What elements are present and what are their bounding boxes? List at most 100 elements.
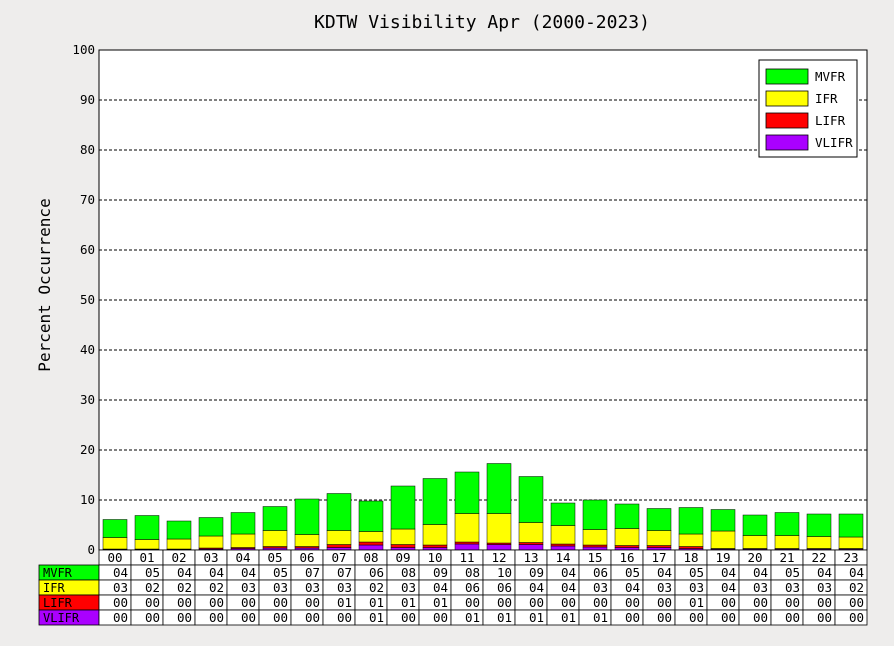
table-cell-value: 06 bbox=[497, 580, 512, 595]
x-tick-label: 01 bbox=[139, 550, 154, 565]
bar-mvfr-23 bbox=[838, 513, 864, 538]
bars bbox=[102, 463, 864, 551]
table-cell-value: 06 bbox=[465, 580, 480, 595]
bar-mvfr-21 bbox=[774, 512, 800, 536]
table-cell-value: 02 bbox=[849, 580, 864, 595]
bar-lifr-10 bbox=[422, 544, 448, 548]
legend-label-vlifr: VLIFR bbox=[815, 135, 853, 150]
legend-swatch-vlifr bbox=[765, 134, 809, 151]
x-tick-label: 21 bbox=[779, 550, 794, 565]
bar-mvfr-17 bbox=[646, 508, 672, 531]
bar-ifr-10 bbox=[422, 524, 448, 546]
table-cell-value: 05 bbox=[273, 565, 288, 580]
bar-ifr-17 bbox=[646, 530, 672, 546]
bar-mvfr-01 bbox=[134, 515, 160, 540]
bar-lifr-11 bbox=[454, 541, 480, 545]
legend-label-ifr: IFR bbox=[815, 91, 838, 106]
bar-ifr-12 bbox=[486, 513, 512, 544]
table-cell-value: 00 bbox=[785, 610, 800, 625]
table-cell-value: 04 bbox=[529, 580, 544, 595]
table-cell-value: 04 bbox=[817, 565, 832, 580]
bar-lifr-07 bbox=[326, 544, 352, 548]
table-cell-value: 01 bbox=[401, 595, 416, 610]
table-cell-value: 04 bbox=[561, 565, 576, 580]
bar-ifr-00 bbox=[102, 537, 128, 550]
x-tick-label: 15 bbox=[587, 550, 602, 565]
table-cell-value: 00 bbox=[177, 610, 192, 625]
bar-ifr-19 bbox=[710, 530, 736, 549]
table-cell-value: 01 bbox=[689, 595, 704, 610]
chart-title: KDTW Visibility Apr (2000-2023) bbox=[314, 12, 650, 33]
table-cell-value: 09 bbox=[529, 565, 544, 580]
table-cell-value: 04 bbox=[657, 565, 672, 580]
bar-ifr-18 bbox=[678, 533, 704, 547]
table-cell-value: 00 bbox=[849, 610, 864, 625]
bar-mvfr-22 bbox=[806, 513, 832, 537]
table-cell-value: 04 bbox=[561, 580, 576, 595]
bar-lifr-18 bbox=[678, 546, 704, 549]
table-cell-value: 00 bbox=[657, 595, 672, 610]
y-axis-ticks: 0 10 20 30 40 50 60 70 80 90 100 bbox=[72, 42, 95, 557]
bar-ifr-23 bbox=[838, 536, 864, 549]
table-row-label-text: MVFR bbox=[43, 566, 73, 580]
table-cell-value: 00 bbox=[433, 610, 448, 625]
table-cell-value: 00 bbox=[561, 595, 576, 610]
bar-ifr-14 bbox=[550, 525, 576, 545]
table-cell-value: 01 bbox=[593, 610, 608, 625]
x-tick-label: 22 bbox=[811, 550, 826, 565]
x-tick-label: 18 bbox=[683, 550, 698, 565]
x-tick-label: 20 bbox=[747, 550, 762, 565]
table-cell-value: 03 bbox=[305, 580, 320, 595]
table-cell-value: 04 bbox=[177, 565, 192, 580]
y-tick-label: 30 bbox=[80, 392, 95, 407]
bar-ifr-16 bbox=[614, 528, 640, 546]
table-cell-value: 03 bbox=[817, 580, 832, 595]
table-cell-value: 04 bbox=[241, 565, 256, 580]
bar-ifr-22 bbox=[806, 536, 832, 549]
x-tick-label: 10 bbox=[427, 550, 442, 565]
legend: MVFR IFR LIFR VLIFR bbox=[758, 59, 858, 158]
table-cell-value: 00 bbox=[113, 595, 128, 610]
table-cell-value: 00 bbox=[113, 610, 128, 625]
table-cell-value: 03 bbox=[241, 580, 256, 595]
bar-mvfr-08 bbox=[358, 500, 384, 532]
y-tick-label: 0 bbox=[87, 542, 95, 557]
table-cell-value: 00 bbox=[785, 595, 800, 610]
legend-label-mvfr: MVFR bbox=[815, 69, 846, 84]
table-cell-value: 00 bbox=[593, 595, 608, 610]
table-cell-value: 03 bbox=[273, 580, 288, 595]
x-tick-label: 23 bbox=[843, 550, 858, 565]
bar-mvfr-12 bbox=[486, 463, 512, 514]
x-tick-label: 03 bbox=[203, 550, 218, 565]
table-cell-value: 00 bbox=[145, 595, 160, 610]
x-tick-label: 02 bbox=[171, 550, 186, 565]
table-cell-value: 05 bbox=[689, 565, 704, 580]
table-cell-value: 00 bbox=[817, 610, 832, 625]
table-cell-value: 09 bbox=[433, 565, 448, 580]
table-cell-value: 00 bbox=[241, 610, 256, 625]
bar-ifr-20 bbox=[742, 535, 768, 549]
x-tick-label: 04 bbox=[235, 550, 250, 565]
table-cell-value: 03 bbox=[337, 580, 352, 595]
bar-mvfr-09 bbox=[390, 485, 416, 530]
bar-ifr-04 bbox=[230, 533, 256, 548]
table-cell-value: 02 bbox=[145, 580, 160, 595]
y-tick-label: 100 bbox=[72, 42, 95, 57]
bar-mvfr-06 bbox=[294, 498, 320, 535]
grid-lines bbox=[99, 99, 867, 501]
bar-ifr-11 bbox=[454, 513, 480, 543]
table-cell-value: 03 bbox=[785, 580, 800, 595]
bar-ifr-03 bbox=[198, 535, 224, 549]
legend-swatch-mvfr bbox=[765, 68, 809, 85]
x-tick-label: 16 bbox=[619, 550, 634, 565]
table-cell-value: 00 bbox=[305, 595, 320, 610]
table-cell-value: 00 bbox=[657, 610, 672, 625]
y-tick-label: 20 bbox=[80, 442, 95, 457]
bar-mvfr-02 bbox=[166, 520, 192, 540]
table-cell-value: 04 bbox=[721, 580, 736, 595]
x-tick-label: 17 bbox=[651, 550, 666, 565]
table-cell-value: 03 bbox=[401, 580, 416, 595]
bar-mvfr-05 bbox=[262, 506, 288, 531]
x-tick-label: 12 bbox=[491, 550, 506, 565]
